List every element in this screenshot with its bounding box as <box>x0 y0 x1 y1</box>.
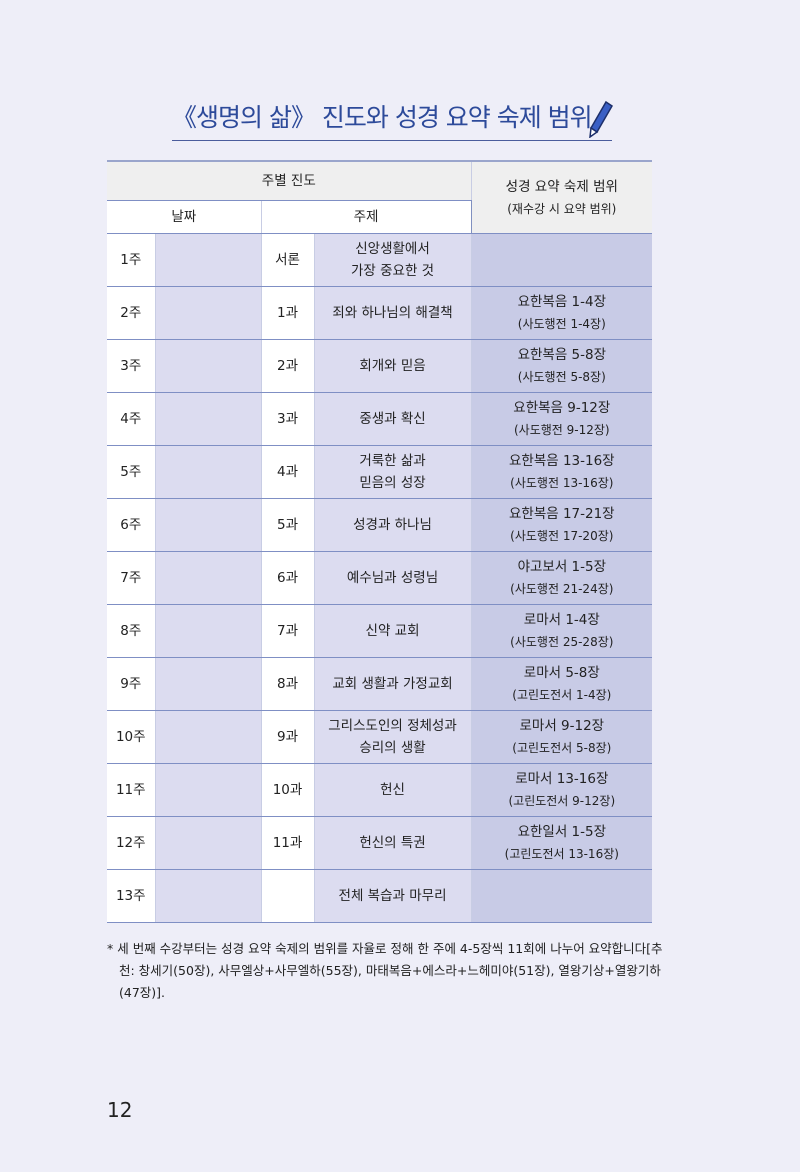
footnote: * 세 번째 수강부터는 성경 요약 숙제의 범위를 자율로 정해 한 주에 4… <box>107 941 663 1000</box>
date-cell <box>154 339 262 393</box>
range-cell: 요한복음 17-21장 (사도행전 17-20장) <box>470 498 653 552</box>
lesson-cell: 5과 <box>260 498 315 552</box>
header-topic: 주제 <box>260 200 472 234</box>
topic-cell: 헌신 <box>313 763 472 817</box>
range-cell: 요한일서 1-5장 (고린도전서 13-16장) <box>470 816 653 870</box>
week-cell: 9주 <box>107 657 156 711</box>
range-cell: 로마서 9-12장 (고린도전서 5-8장) <box>470 710 653 764</box>
lesson-cell: 6과 <box>260 551 315 605</box>
topic-cell: 전체 복습과 마무리 <box>313 869 472 923</box>
week-cell: 3주 <box>107 339 156 393</box>
table-row: 6주 5과 성경과 하나님 요한복음 17-21장 (사도행전 17-20장) <box>107 498 653 552</box>
lesson-cell: 서론 <box>260 233 315 287</box>
lesson-cell: 8과 <box>260 657 315 711</box>
topic-cell: 예수님과 성령님 <box>313 551 472 605</box>
lesson-cell: 9과 <box>260 710 315 764</box>
schedule-table: 주별 진도 성경 요약 숙제 범위 (재수강 시 요약 범위) 날짜 주제 1주… <box>107 160 653 923</box>
lesson-cell: 11과 <box>260 816 315 870</box>
title-text: 《생명의 삶》 진도와 성경 요약 숙제 범위 <box>172 103 593 132</box>
table-row: 13주 전체 복습과 마무리 <box>107 869 653 923</box>
date-cell <box>154 445 262 499</box>
date-cell <box>154 604 262 658</box>
table-row: 1주 서론 신앙생활에서 가장 중요한 것 <box>107 233 653 287</box>
week-cell: 4주 <box>107 392 156 446</box>
date-cell <box>154 763 262 817</box>
week-cell: 7주 <box>107 551 156 605</box>
date-cell <box>154 392 262 446</box>
date-cell <box>154 233 262 287</box>
table-row: 12주 11과 헌신의 특권 요한일서 1-5장 (고린도전서 13-16장) <box>107 816 653 870</box>
page-number: 12 <box>107 1098 133 1122</box>
week-cell: 1주 <box>107 233 156 287</box>
topic-cell: 헌신의 특권 <box>313 816 472 870</box>
week-cell: 12주 <box>107 816 156 870</box>
date-cell <box>154 498 262 552</box>
week-cell: 2주 <box>107 286 156 340</box>
topic-cell: 신약 교회 <box>313 604 472 658</box>
lesson-cell: 10과 <box>260 763 315 817</box>
topic-cell: 그리스도인의 정체성과 승리의 생활 <box>313 710 472 764</box>
pencil-icon <box>589 100 614 138</box>
table-row: 8주 7과 신약 교회 로마서 1-4장 (사도행전 25-28장) <box>107 604 653 658</box>
date-cell <box>154 286 262 340</box>
range-cell: 요한복음 13-16장 (사도행전 13-16장) <box>470 445 653 499</box>
week-cell: 5주 <box>107 445 156 499</box>
week-cell: 10주 <box>107 710 156 764</box>
header-date: 날짜 <box>107 200 262 234</box>
table-row: 9주 8과 교회 생활과 가정교회 로마서 5-8장 (고린도전서 1-4장) <box>107 657 653 711</box>
range-cell: 로마서 13-16장 (고린도전서 9-12장) <box>470 763 653 817</box>
table-row: 5주 4과 거룩한 삶과 믿음의 성장 요한복음 13-16장 (사도행전 13-16장… <box>107 445 653 499</box>
lesson-cell: 4과 <box>260 445 315 499</box>
topic-cell: 거룩한 삶과 믿음의 성장 <box>313 445 472 499</box>
topic-cell: 성경과 하나님 <box>313 498 472 552</box>
range-cell: 요한복음 9-12장 (사도행전 9-12장) <box>470 392 653 446</box>
range-cell: 로마서 1-4장 (사도행전 25-28장) <box>470 604 653 658</box>
range-cell <box>470 233 653 287</box>
date-cell <box>154 869 262 923</box>
range-cell: 야고보서 1-5장 (사도행전 21-24장) <box>470 551 653 605</box>
date-cell <box>154 816 262 870</box>
topic-cell: 교회 생활과 가정교회 <box>313 657 472 711</box>
range-cell <box>470 869 653 923</box>
lesson-cell <box>260 869 315 923</box>
week-cell: 8주 <box>107 604 156 658</box>
range-cell: 요한복음 5-8장 (사도행전 5-8장) <box>470 339 653 393</box>
topic-cell: 중생과 확신 <box>313 392 472 446</box>
header-range: 성경 요약 숙제 범위 (재수강 시 요약 범위) <box>470 160 653 234</box>
topic-cell: 죄와 하나님의 해결책 <box>313 286 472 340</box>
week-cell: 6주 <box>107 498 156 552</box>
lesson-cell: 1과 <box>260 286 315 340</box>
date-cell <box>154 710 262 764</box>
table-row: 3주 2과 회개와 믿음 요한복음 5-8장 (사도행전 5-8장) <box>107 339 653 393</box>
date-cell <box>154 657 262 711</box>
table-row: 10주 9과 그리스도인의 정체성과 승리의 생활 로마서 9-12장 (고린도전서 5… <box>107 710 653 764</box>
week-cell: 11주 <box>107 763 156 817</box>
lesson-cell: 3과 <box>260 392 315 446</box>
topic-cell: 신앙생활에서 가장 중요한 것 <box>313 233 472 287</box>
range-cell: 요한복음 1-4장 (사도행전 1-4장) <box>470 286 653 340</box>
lesson-cell: 2과 <box>260 339 315 393</box>
lesson-cell: 7과 <box>260 604 315 658</box>
table-row: 7주 6과 예수님과 성령님 야고보서 1-5장 (사도행전 21-24장) <box>107 551 653 605</box>
range-cell: 로마서 5-8장 (고린도전서 1-4장) <box>470 657 653 711</box>
table-row: 11주 10과 헌신 로마서 13-16장 (고린도전서 9-12장) <box>107 763 653 817</box>
table-row: 2주 1과 죄와 하나님의 해결책 요한복음 1-4장 (사도행전 1-4장) <box>107 286 653 340</box>
page-title: 《생명의 삶》 진도와 성경 요약 숙제 범위 <box>172 98 612 141</box>
header-progress: 주별 진도 <box>107 160 472 201</box>
date-cell <box>154 551 262 605</box>
table-row: 4주 3과 중생과 확신 요한복음 9-12장 (사도행전 9-12장) <box>107 392 653 446</box>
week-cell: 13주 <box>107 869 156 923</box>
topic-cell: 회개와 믿음 <box>313 339 472 393</box>
